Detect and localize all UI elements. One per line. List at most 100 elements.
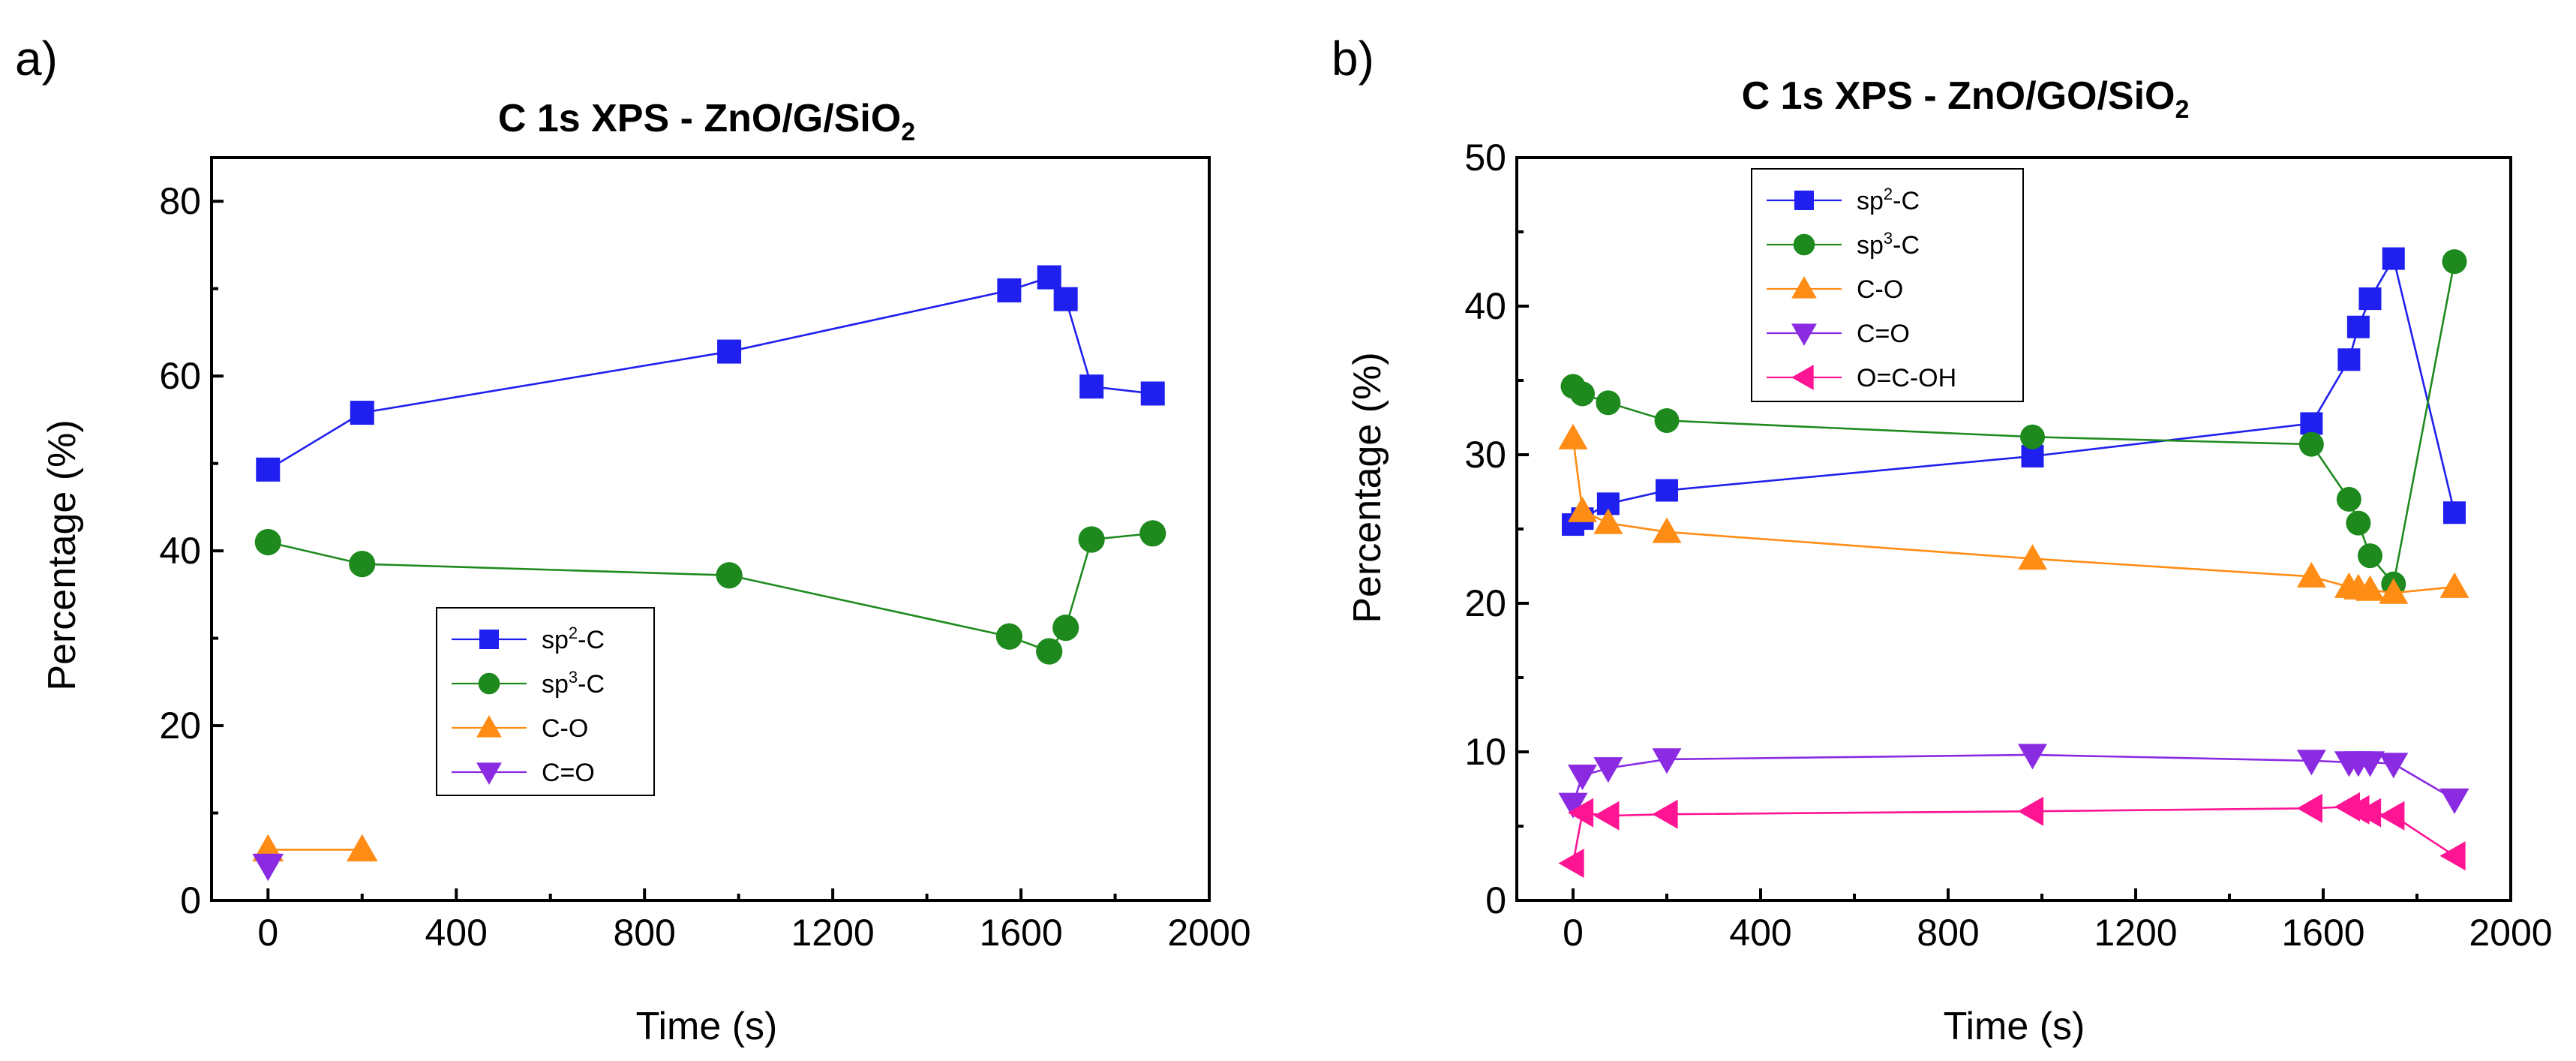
legend-label-sp3-c: sp3-C	[1857, 229, 1920, 260]
x-tick-label: 800	[613, 912, 675, 954]
data-point-o-c-oh	[2343, 795, 2370, 825]
legend-label-sp3-c: sp3-C	[542, 668, 605, 699]
y-tick-label: 0	[180, 879, 201, 921]
data-point-sp2-c	[2358, 287, 2382, 311]
data-point-sp2-c	[2382, 247, 2405, 270]
data-point-c-o	[2296, 561, 2326, 588]
legend-marker-sp3-c	[478, 672, 500, 695]
data-point-o-c-oh	[1558, 849, 1584, 878]
data-point-sp3-c	[1596, 390, 1621, 416]
data-point-o-c-oh	[2379, 801, 2405, 831]
data-point-sp2-c	[2346, 315, 2370, 338]
data-point-o-c-oh	[2296, 793, 2322, 823]
data-point-sp2-c	[2443, 501, 2466, 524]
legend-label-c-o: C=O	[1857, 320, 1910, 348]
panel-a-legend: sp2-C sp3-C C-O C=O	[436, 607, 655, 796]
legend-marker-o-c-oh	[1791, 365, 1814, 390]
y-tick-label: 40	[1464, 285, 1506, 327]
data-point-sp3-c	[1078, 526, 1105, 553]
panel-b-legend: sp2-C sp3-C C-O C=O O=C-OH	[1751, 168, 2024, 402]
panel-b-title: C 1s XPS - ZnO/GO/SiO2	[1742, 74, 2190, 124]
x-tick-label: 400	[1729, 912, 1791, 954]
legend-marker-c-o	[1791, 323, 1817, 346]
series-line-sp3-c	[267, 532, 1153, 653]
data-point-sp2-c	[1037, 265, 1061, 290]
data-point-c-o	[1652, 748, 1682, 774]
data-point-sp3-c	[716, 562, 743, 589]
data-point-c-o	[2439, 788, 2469, 814]
data-point-sp3-c	[2020, 424, 2045, 449]
data-point-sp2-c	[2337, 348, 2361, 371]
x-tick-label: 2000	[1167, 912, 1250, 954]
x-tick-label: 1200	[2094, 912, 2177, 954]
panel-a-series	[252, 265, 1166, 882]
data-point-sp2-c	[717, 339, 742, 364]
series-line-sp2-c	[267, 276, 1153, 470]
y-tick-label: 80	[159, 180, 201, 222]
legend-label-o-c-oh: O=C-OH	[1857, 364, 1956, 392]
legend-marker-sp2-c	[1794, 191, 1814, 210]
data-point-c-o	[2379, 753, 2409, 779]
legend-label-sp2-c: sp2-C	[1857, 185, 1920, 215]
data-point-c-o	[1568, 496, 1597, 522]
data-point-c-o	[1558, 423, 1588, 449]
panel-b: b) C 1s XPS - ZnO/GO/SiO2 Time (s) Perce…	[1332, 32, 2553, 1048]
panel-a-title: C 1s XPS - ZnO/G/SiO2	[498, 97, 915, 146]
data-point-c-o	[252, 853, 284, 882]
data-point-sp3-c	[1570, 381, 1595, 407]
data-point-c-o	[1558, 792, 1588, 819]
data-point-sp3-c	[1036, 638, 1063, 665]
data-point-c-o	[1593, 757, 1623, 783]
y-tick-label: 10	[1464, 731, 1506, 773]
y-tick-label: 30	[1464, 434, 1506, 476]
panel-b-ticks: 0 400 800 1200 1600 2000 0 10 20 30 40 50	[1464, 137, 2552, 954]
panel-a-y-axis-label: Percentage (%)	[41, 419, 84, 690]
x-tick-label: 0	[1563, 912, 1584, 954]
data-point-sp3-c	[254, 528, 281, 556]
panel-b-x-axis-label: Time (s)	[1944, 1005, 2085, 1048]
data-point-sp2-c	[997, 278, 1022, 303]
data-point-sp2-c	[350, 401, 374, 425]
x-tick-label: 0	[257, 912, 278, 954]
series-sp2-c	[256, 265, 1165, 482]
data-point-sp3-c	[2336, 486, 2361, 512]
data-point-sp3-c	[2298, 431, 2324, 457]
data-point-sp2-c	[1053, 287, 1078, 311]
legend-label-sp2-c: sp2-C	[542, 624, 605, 654]
data-point-c-o	[2018, 544, 2047, 570]
y-tick-label: 40	[159, 530, 201, 572]
x-tick-label: 1600	[2281, 912, 2364, 954]
panel-a-ticks: 0 400 800 1200 1600 2000 0 20 40 60 80	[159, 180, 1250, 954]
data-point-c-o	[1568, 765, 1597, 791]
data-point-c-o	[1593, 508, 1623, 534]
data-point-sp3-c	[2442, 249, 2467, 275]
y-tick-label: 50	[1464, 137, 1506, 179]
panel-a-label: a)	[15, 32, 58, 86]
data-point-o-c-oh	[2018, 796, 2044, 826]
x-tick-label: 400	[425, 912, 488, 954]
data-point-sp2-c	[256, 457, 281, 482]
panel-b-y-axis-label: Percentage (%)	[1346, 352, 1389, 623]
data-point-sp2-c	[2300, 412, 2323, 435]
data-point-c-o	[2379, 578, 2409, 604]
data-point-c-o	[2018, 744, 2047, 770]
data-point-sp2-c	[1140, 381, 1165, 406]
y-tick-label: 20	[159, 705, 201, 747]
data-point-o-c-oh	[1568, 798, 1594, 828]
data-point-sp3-c	[1052, 615, 1079, 642]
legend-label-c-o: C-O	[1857, 275, 1903, 304]
y-tick-label: 20	[1464, 582, 1506, 624]
data-point-sp3-c	[1139, 520, 1166, 547]
legend-marker-c-o	[476, 762, 502, 785]
data-point-c-o	[346, 834, 378, 862]
x-tick-label: 800	[1917, 912, 1979, 954]
legend-marker-sp2-c	[479, 630, 499, 649]
y-tick-label: 0	[1485, 879, 1506, 921]
legend-label-c-o: C-O	[542, 714, 588, 743]
x-tick-label: 1200	[791, 912, 874, 954]
data-point-c-o	[2439, 572, 2469, 598]
panel-a-plot-frame	[210, 156, 1211, 902]
data-point-c-o	[2355, 575, 2385, 601]
data-point-sp3-c	[2346, 510, 2371, 536]
